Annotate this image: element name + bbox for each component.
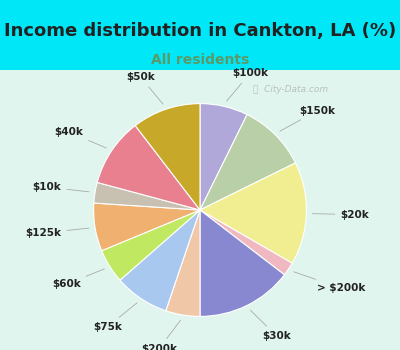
- Text: $50k: $50k: [126, 72, 163, 104]
- Text: $40k: $40k: [54, 127, 106, 148]
- Text: $10k: $10k: [33, 182, 89, 192]
- Text: $60k: $60k: [52, 269, 104, 289]
- Wedge shape: [200, 210, 284, 316]
- Wedge shape: [94, 182, 200, 210]
- Wedge shape: [200, 104, 247, 210]
- Wedge shape: [120, 210, 200, 311]
- Wedge shape: [97, 126, 200, 210]
- Wedge shape: [200, 163, 306, 263]
- Text: $150k: $150k: [280, 106, 335, 131]
- Text: $200k: $200k: [141, 320, 180, 350]
- Wedge shape: [200, 210, 292, 275]
- Text: $125k: $125k: [26, 228, 89, 238]
- Text: All residents: All residents: [151, 53, 249, 67]
- Text: $20k: $20k: [312, 210, 369, 219]
- Wedge shape: [102, 210, 200, 280]
- Text: $30k: $30k: [250, 310, 291, 341]
- Wedge shape: [135, 104, 200, 210]
- Text: $75k: $75k: [93, 303, 137, 332]
- Wedge shape: [200, 114, 296, 210]
- Wedge shape: [94, 203, 200, 251]
- Text: > $200k: > $200k: [294, 272, 365, 293]
- Text: ⓘ  City-Data.com: ⓘ City-Data.com: [252, 85, 328, 94]
- Text: $100k: $100k: [227, 68, 268, 101]
- Text: Income distribution in Cankton, LA (%): Income distribution in Cankton, LA (%): [4, 22, 396, 40]
- Wedge shape: [166, 210, 200, 316]
